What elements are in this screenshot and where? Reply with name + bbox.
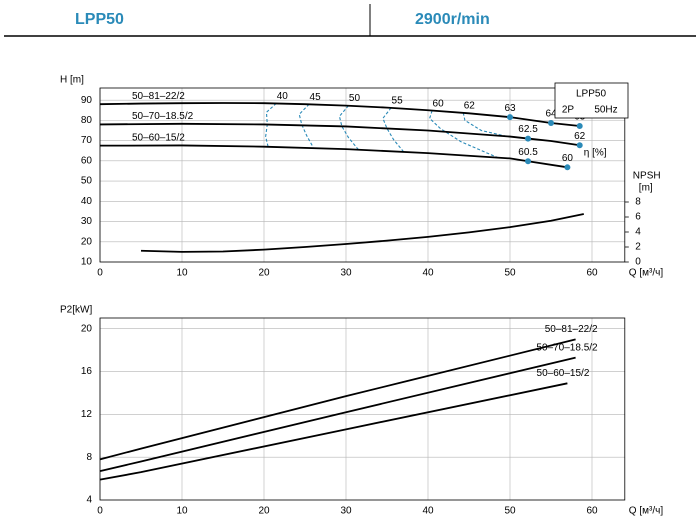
efficiency-label: 40 [277,91,289,102]
y2-tick-label: 8 [635,197,641,208]
y-tick-label: 80 [81,115,93,126]
y-tick-label: 20 [81,236,93,247]
y2-axis-label: [m] [639,183,653,194]
x-tick-label: 40 [422,506,434,517]
y-tick-label: 90 [81,95,93,106]
y-axis-label: H [m] [60,75,84,86]
y2-tick-label: 0 [635,257,641,268]
x-tick-label: 10 [176,268,188,279]
efficiency-label: 62 [464,100,476,111]
y-tick-label: 4 [86,495,92,506]
efficiency-point-label: 60 [562,153,574,164]
series-label: 50–81–22/2 [545,324,598,335]
efficiency-line [298,103,314,148]
y2-tick-label: 2 [635,242,641,253]
x-tick-label: 60 [586,506,598,517]
efficiency-point [525,158,532,165]
efficiency-point-label: 64 [545,109,557,120]
plot-frame [99,317,626,501]
y-tick-label: 10 [81,257,93,268]
y-axis-label: P2[kW] [60,305,92,316]
model-box-freq: 50Hz [594,105,617,116]
x-tick-label: 30 [340,506,352,517]
y-tick-label: 16 [81,366,93,377]
y-tick-label: 70 [81,135,93,146]
x-axis-label: Q [м³/ч] [629,506,664,517]
efficiency-line [429,110,498,159]
header-model: LPP50 [75,11,124,28]
efficiency-point [525,135,532,142]
x-tick-label: 0 [97,268,103,279]
series-label: 50–70–18.5/2 [132,111,194,122]
x-tick-label: 10 [176,506,188,517]
series-label: 50–60–15/2 [537,368,590,379]
efficiency-point-label: 62.5 [518,124,538,135]
series-line [99,338,576,461]
series-line [99,122,580,147]
model-box [554,82,629,119]
header-speed: 2900r/min [415,11,490,28]
series-label: 50–81–22/2 [132,91,185,102]
y-tick-label: 8 [86,452,92,463]
series-label: 50–70–18.5/2 [536,342,598,353]
x-tick-label: 60 [586,268,598,279]
efficiency-point-label: 60.5 [518,147,538,158]
efficiency-point-label: 62 [574,131,586,142]
series-line [99,356,576,472]
y-tick-label: 20 [81,323,93,334]
efficiency-point [507,114,513,121]
x-tick-label: 50 [504,268,516,279]
y2-axis-label: NPSH [633,171,661,182]
y-tick-label: 12 [81,409,93,420]
series-line [140,213,584,253]
efficiency-point [576,142,583,149]
x-tick-label: 0 [97,506,103,517]
series-label: 50–60–15/2 [132,132,185,143]
y2-tick-label: 6 [635,212,641,223]
plot-frame [99,87,626,263]
efficiency-line [462,112,507,137]
y-tick-label: 40 [81,196,93,207]
y-tick-label: 60 [81,155,93,166]
model-box-poles: 2P [562,105,575,116]
efficiency-point [564,164,571,171]
x-tick-label: 50 [504,506,516,517]
x-tick-label: 30 [340,268,352,279]
series-line [99,382,568,481]
efficiency-point-label: 63 [504,103,516,114]
efficiency-label: 50 [349,93,361,104]
y2-tick-label: 4 [635,227,641,238]
model-box-title: LPP50 [576,89,606,100]
efficiency-line [382,107,404,152]
efficiency-point [548,120,554,127]
efficiency-line [338,105,359,150]
x-tick-label: 20 [258,506,270,517]
x-tick-label: 40 [422,268,434,279]
efficiency-label: 60 [433,98,445,109]
y-tick-label: 50 [81,176,93,187]
efficiency-label: 55 [392,95,404,106]
y-tick-label: 30 [81,216,93,227]
series-line [99,144,568,169]
efficiency-axis-label: η [%] [584,147,607,158]
efficiency-point [576,123,583,130]
x-axis-label: Q [м³/ч] [629,268,664,279]
x-tick-label: 20 [258,268,270,279]
efficiency-label: 45 [310,92,322,103]
